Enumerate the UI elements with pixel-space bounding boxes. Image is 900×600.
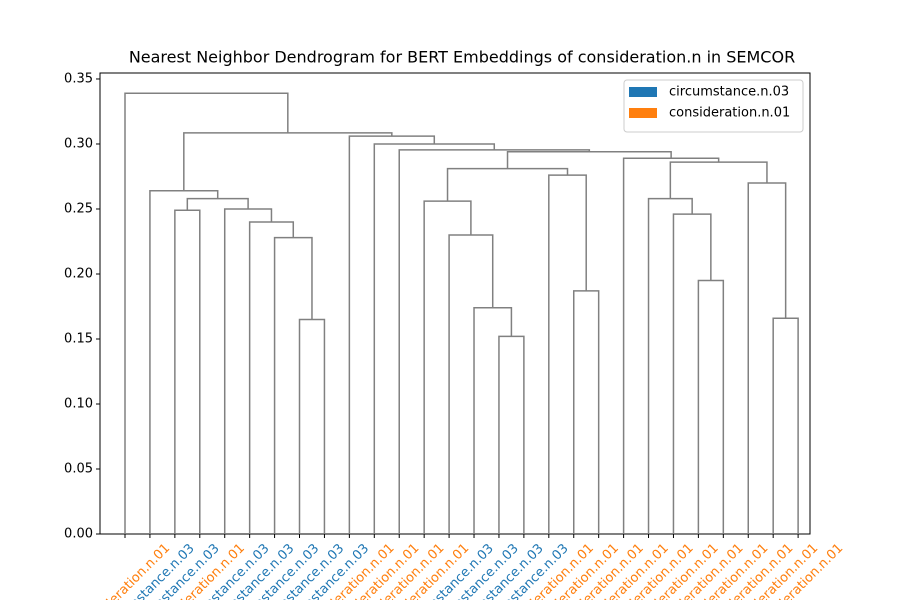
dendrogram-link bbox=[772, 317, 799, 534]
dendrogram-link bbox=[298, 318, 326, 534]
dendrogram-link bbox=[149, 190, 219, 534]
legend-swatch bbox=[629, 87, 657, 97]
plot-frame bbox=[99, 72, 811, 535]
y-tick-label: 0.35 bbox=[64, 71, 93, 86]
dendrogram-link bbox=[498, 335, 525, 534]
dendrogram-link bbox=[747, 182, 787, 534]
legend-label: circumstance.n.03 bbox=[669, 85, 789, 100]
legend-label: consideration.n.01 bbox=[669, 106, 790, 121]
dendrogram-link bbox=[398, 149, 591, 534]
dendrogram-link bbox=[448, 234, 494, 534]
dendrogram-link bbox=[373, 143, 496, 534]
dendrogram-link bbox=[697, 279, 725, 534]
y-tick-label: 0.05 bbox=[64, 461, 93, 476]
dendrogram-link bbox=[223, 208, 273, 534]
dendrogram-link bbox=[548, 174, 587, 534]
dendrogram-link bbox=[423, 200, 472, 534]
dendrogram-link bbox=[506, 151, 672, 169]
legend-box bbox=[623, 79, 804, 133]
dendrogram-link bbox=[348, 135, 436, 534]
y-tick-label: 0.20 bbox=[64, 266, 93, 281]
legend-swatch bbox=[629, 108, 657, 118]
dendrogram-link bbox=[669, 161, 768, 199]
dendrogram-link bbox=[248, 221, 295, 534]
y-tick-label: 0.30 bbox=[64, 136, 93, 151]
dendrogram-link bbox=[672, 213, 712, 534]
chart-title: Nearest Neighbor Dendrogram for BERT Emb… bbox=[129, 48, 795, 67]
dendrogram-link bbox=[124, 92, 289, 534]
dendrogram-link bbox=[473, 307, 513, 534]
y-tick-label: 0.25 bbox=[64, 201, 93, 216]
y-tick-label: 0.10 bbox=[64, 396, 93, 411]
dendrogram-link bbox=[273, 236, 313, 534]
dendrogram-link bbox=[183, 132, 393, 191]
y-tick-label: 0.00 bbox=[64, 527, 93, 542]
dendrogram-link bbox=[622, 157, 720, 534]
y-tick-label: 0.15 bbox=[64, 331, 93, 346]
dendrogram-link bbox=[174, 209, 201, 534]
dendrogram-link bbox=[572, 290, 600, 534]
dendrogram-link bbox=[647, 197, 693, 534]
